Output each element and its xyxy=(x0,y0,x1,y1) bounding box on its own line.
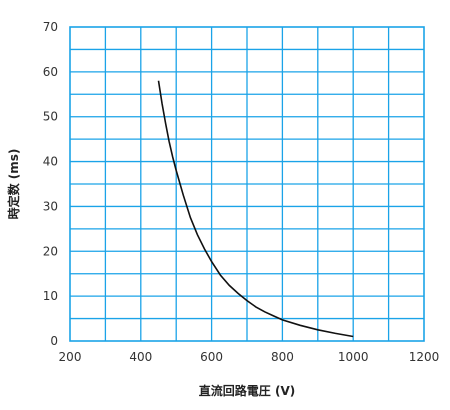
tick-labels: 200 400 600 800 1000 1200 0 10 20 30 40 50 60 70 xyxy=(43,20,440,364)
x-tick-label: 400 xyxy=(129,350,152,364)
x-tick-label: 200 xyxy=(59,350,82,364)
y-tick-label: 10 xyxy=(43,289,58,303)
grid xyxy=(70,27,424,341)
plot-area-frame xyxy=(69,26,425,342)
y-tick-label: 40 xyxy=(43,155,58,169)
y-tick-label: 0 xyxy=(50,334,58,348)
y-tick-label: 30 xyxy=(43,199,58,213)
x-axis-label: 直流回路電圧 (V) xyxy=(199,383,295,398)
series-line xyxy=(157,80,354,338)
x-tick-label: 600 xyxy=(200,350,223,364)
y-tick-label: 70 xyxy=(43,20,58,34)
y-tick-label: 60 xyxy=(43,65,58,79)
x-tick-label: 1000 xyxy=(338,350,369,364)
y-tick-label: 50 xyxy=(43,110,58,124)
x-tick-label: 800 xyxy=(271,350,294,364)
y-tick-label: 20 xyxy=(43,244,58,258)
x-tick-label: 1200 xyxy=(409,350,440,364)
y-axis-label: 時定数 (ms) xyxy=(6,149,21,220)
